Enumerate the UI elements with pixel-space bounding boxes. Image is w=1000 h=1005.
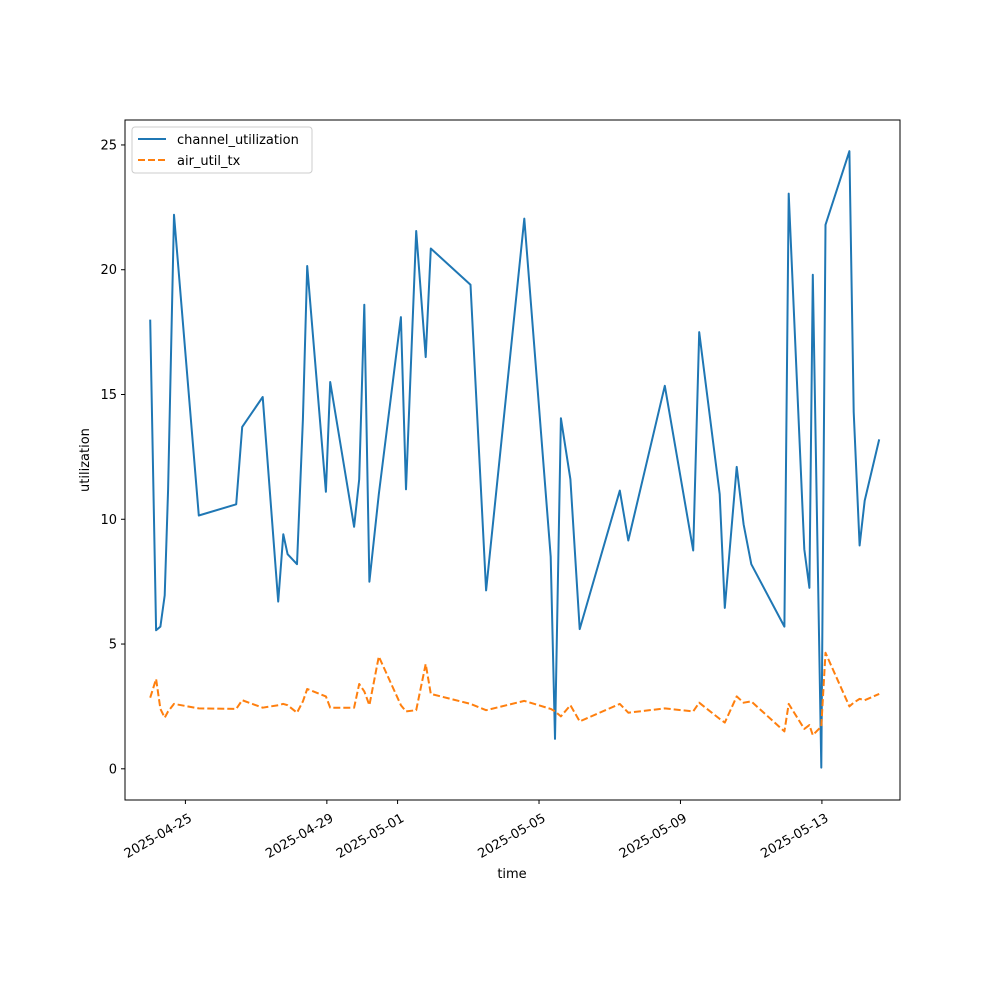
y-tick-label: 20 — [100, 263, 117, 278]
x-axis-label: time — [497, 867, 526, 882]
x-tick-label: 2025-04-29 — [263, 811, 336, 862]
x-tick-label: 2025-05-09 — [617, 811, 690, 862]
y-tick-label: 0 — [109, 762, 117, 777]
plot-area-frame — [124, 119, 901, 801]
y-tick-label: 5 — [109, 638, 117, 653]
legend-label-channel-utilization: channel_utilization — [177, 133, 299, 148]
legend-box — [131, 126, 313, 174]
x-tick-label: 2025-05-01 — [334, 811, 407, 862]
y-tick-label: 15 — [100, 388, 117, 403]
series-line-channel-utilization — [149, 150, 881, 769]
y-tick-label: 10 — [100, 513, 117, 528]
x-tick-label: 2025-05-13 — [758, 811, 831, 862]
x-tick-label: 2025-05-05 — [475, 811, 548, 862]
y-axis: 0 5 10 15 20 25 — [100, 138, 125, 777]
y-axis-label: utilization — [78, 428, 93, 492]
x-tick-label: 2025-04-25 — [122, 811, 195, 862]
series-line-air-util-tx — [149, 651, 880, 737]
series-layer — [149, 150, 881, 769]
legend: channel_utilization air_util_tx — [131, 126, 313, 174]
y-tick-label: 25 — [100, 138, 117, 153]
legend-label-air-util-tx: air_util_tx — [177, 154, 241, 169]
